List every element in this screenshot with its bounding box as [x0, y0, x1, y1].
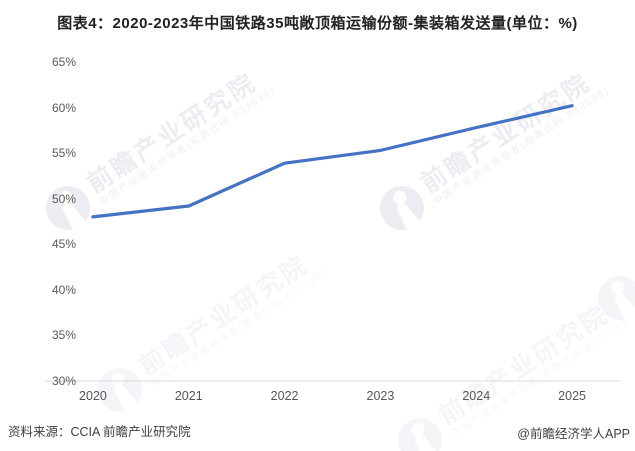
x-axis-tick-label: 2021 [174, 389, 203, 403]
y-axis-tick-label: 60% [51, 100, 76, 115]
data-series-line [91, 104, 574, 219]
chart-title: 图表4：2020-2023年中国铁路35吨敞顶箱运输份额-集装箱发送量(单位：%… [57, 15, 578, 32]
x-axis-tick-label: 2023 [366, 389, 395, 403]
credit-note: @前瞻经济学人APP [517, 427, 630, 441]
y-axis-tick-label: 35% [51, 328, 76, 343]
x-axis-tick-label: 2024 [462, 389, 491, 403]
x-axis-tick-label: 2022 [270, 389, 299, 403]
y-axis-tick-label: 45% [51, 237, 76, 252]
y-axis-tick-label: 65% [51, 55, 76, 69]
x-axis-tick-label: 2020 [79, 389, 107, 403]
y-axis-tick-label: 30% [51, 374, 76, 388]
y-axis-tick-label: 50% [51, 191, 76, 206]
x-axis-tick-label: 2025 [558, 389, 586, 403]
source-note: 资料来源：CCIA 前瞻产业研究院 [8, 425, 191, 439]
y-axis-tick-label: 55% [51, 146, 76, 161]
y-axis-tick-label: 40% [51, 282, 76, 297]
